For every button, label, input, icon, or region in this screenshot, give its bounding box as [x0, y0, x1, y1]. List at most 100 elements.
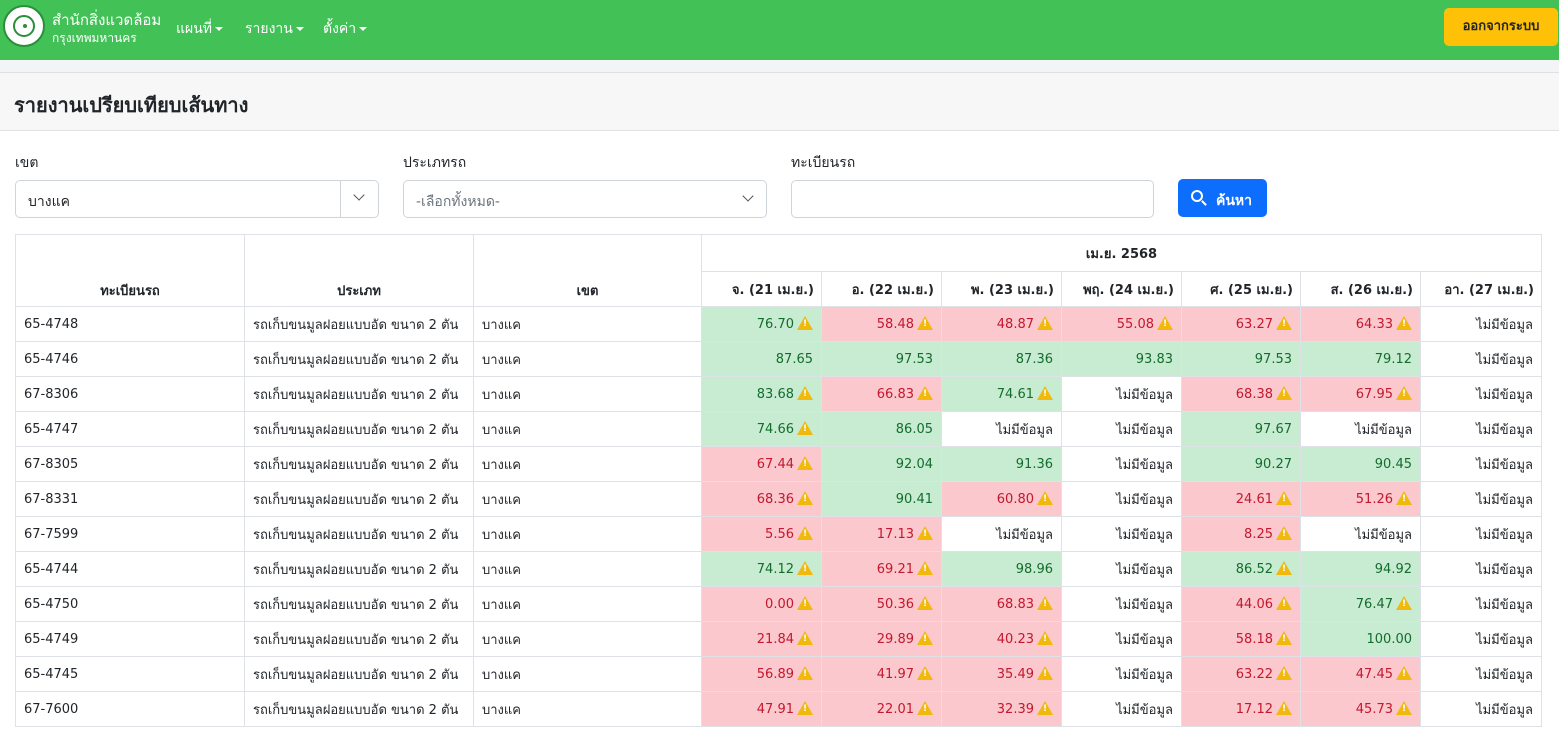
score-cell: 92.04 [821, 446, 942, 482]
header-day-1: จ. (21 เม.ย.) [701, 271, 822, 307]
type-cell: รถเก็บขนมูลฝอยแบบอัด ขนาด 2 ตัน [244, 586, 474, 622]
score-value: 22.01 [876, 702, 914, 717]
table-row: 65-4745 รถเก็บขนมูลฝอยแบบอัด ขนาด 2 ตัน บา… [15, 656, 1542, 692]
score-value: 98.96 [1015, 561, 1053, 577]
score-cell: 68.38 [1181, 376, 1301, 412]
vehicle-type-select[interactable]: -เลือกทั้งหมด- [403, 180, 767, 218]
score-cell: 58.48 [821, 306, 942, 342]
score-value: 93.83 [1135, 351, 1173, 367]
plate-cell: 67-7599 [15, 516, 245, 552]
score-value: ไม่มีข้อมูล [1476, 632, 1533, 648]
score-cell: 83.68 [701, 376, 822, 412]
score-cell: ไม่มีข้อมูล [1420, 376, 1542, 412]
score-value: 35.49 [996, 667, 1034, 682]
score-cell: 64.33 [1300, 306, 1421, 342]
score-value: ไม่มีข้อมูล [1116, 387, 1173, 403]
score-cell: 98.96 [941, 551, 1062, 587]
district-cell: บางแค [473, 691, 702, 727]
score-cell: 55.08 [1061, 306, 1182, 342]
score-cell: ไม่มีข้อมูล [1061, 481, 1182, 517]
score-cell: ไม่มีข้อมูล [1420, 481, 1542, 517]
score-cell: 56.89 [701, 656, 822, 692]
score-value: 90.27 [1254, 456, 1292, 472]
score-cell: 68.36 [701, 481, 822, 517]
score-value: 67.95 [1355, 387, 1393, 402]
score-cell: ไม่มีข้อมูล [1061, 656, 1182, 692]
score-cell: 76.70 [701, 306, 822, 342]
warning-icon [797, 526, 813, 540]
score-cell: ไม่มีข้อมูล [1300, 411, 1421, 447]
score-value: ไม่มีข้อมูล [1476, 352, 1533, 368]
score-cell: 100.00 [1300, 621, 1421, 657]
table-row: 67-7600 รถเก็บขนมูลฝอยแบบอัด ขนาด 2 ตัน บา… [15, 691, 1542, 727]
bma-logo-icon[interactable] [3, 5, 45, 47]
brand-subtitle[interactable]: กรุงเทพมหานคร [52, 31, 137, 45]
brand-title[interactable]: สำนักสิ่งแวดล้อม [52, 11, 162, 29]
menu-map[interactable]: แผนที่ [176, 18, 224, 40]
score-cell: 58.18 [1181, 621, 1301, 657]
type-cell: รถเก็บขนมูลฝอยแบบอัด ขนาด 2 ตัน [244, 446, 474, 482]
warning-icon [1037, 701, 1053, 715]
score-value: ไม่มีข้อมูล [1355, 422, 1412, 438]
score-value: 79.12 [1374, 351, 1412, 367]
score-cell: ไม่มีข้อมูล [1061, 446, 1182, 482]
warning-icon [797, 596, 813, 610]
score-cell: 91.36 [941, 446, 1062, 482]
score-value: 97.53 [1254, 351, 1292, 367]
district-cell: บางแค [473, 621, 702, 657]
score-value: 24.61 [1235, 492, 1273, 507]
score-value: 74.61 [996, 387, 1034, 402]
score-cell: 8.25 [1181, 516, 1301, 552]
score-value: ไม่มีข้อมูล [1116, 667, 1173, 683]
score-cell: ไม่มีข้อมูล [1420, 691, 1542, 727]
score-cell: 90.27 [1181, 446, 1301, 482]
score-cell: ไม่มีข้อมูล [1300, 516, 1421, 552]
warning-icon [917, 561, 933, 575]
score-value: 21.84 [756, 632, 794, 647]
score-cell: ไม่มีข้อมูล [1420, 306, 1542, 342]
warning-icon [797, 666, 813, 680]
district-select[interactable]: บางแค [15, 180, 379, 218]
score-cell: ไม่มีข้อมูล [1420, 446, 1542, 482]
header-type: ประเภท [244, 234, 474, 307]
score-cell: 17.13 [821, 516, 942, 552]
type-cell: รถเก็บขนมูลฝอยแบบอัด ขนาด 2 ตัน [244, 341, 474, 377]
score-value: 50.36 [876, 597, 914, 612]
score-value: ไม่มีข้อมูล [1116, 527, 1173, 543]
score-value: 47.91 [756, 702, 794, 717]
warning-icon [917, 596, 933, 610]
score-cell: 63.22 [1181, 656, 1301, 692]
search-button[interactable]: ค้นหา [1178, 179, 1267, 217]
type-cell: รถเก็บขนมูลฝอยแบบอัด ขนาด 2 ตัน [244, 551, 474, 587]
score-cell: 47.91 [701, 691, 822, 727]
warning-icon [917, 666, 933, 680]
warning-icon [1276, 561, 1292, 575]
score-value: ไม่มีข้อมูล [1116, 702, 1173, 718]
score-cell: 0.00 [701, 586, 822, 622]
plate-input[interactable] [791, 180, 1154, 218]
score-cell: ไม่มีข้อมูล [1061, 691, 1182, 727]
caret-down-icon [359, 27, 368, 31]
score-cell: 63.27 [1181, 306, 1301, 342]
score-cell: 86.52 [1181, 551, 1301, 587]
menu-report[interactable]: รายงาน [245, 18, 304, 40]
logout-button[interactable]: ออกจากระบบ [1444, 8, 1558, 46]
type-cell: รถเก็บขนมูลฝอยแบบอัด ขนาด 2 ตัน [244, 656, 474, 692]
header-day-5: ศ. (25 เม.ย.) [1181, 271, 1301, 307]
score-value: 97.53 [895, 351, 933, 367]
warning-icon [917, 386, 933, 400]
chevron-down-icon [742, 190, 754, 202]
type-cell: รถเก็บขนมูลฝอยแบบอัด ขนาด 2 ตัน [244, 691, 474, 727]
warning-icon [917, 631, 933, 645]
score-cell: 74.61 [941, 376, 1062, 412]
plate-cell: 67-8306 [15, 376, 245, 412]
score-cell: ไม่มีข้อมูล [1061, 376, 1182, 412]
menu-settings[interactable]: ตั้งค่า [323, 18, 368, 40]
warning-icon [1396, 316, 1412, 330]
district-dropdown-toggle[interactable] [340, 181, 378, 217]
warning-icon [1276, 491, 1292, 505]
score-cell: ไม่มีข้อมูล [1420, 341, 1542, 377]
warning-icon [797, 386, 813, 400]
district-cell: บางแค [473, 411, 702, 447]
score-value: 66.83 [876, 387, 914, 402]
